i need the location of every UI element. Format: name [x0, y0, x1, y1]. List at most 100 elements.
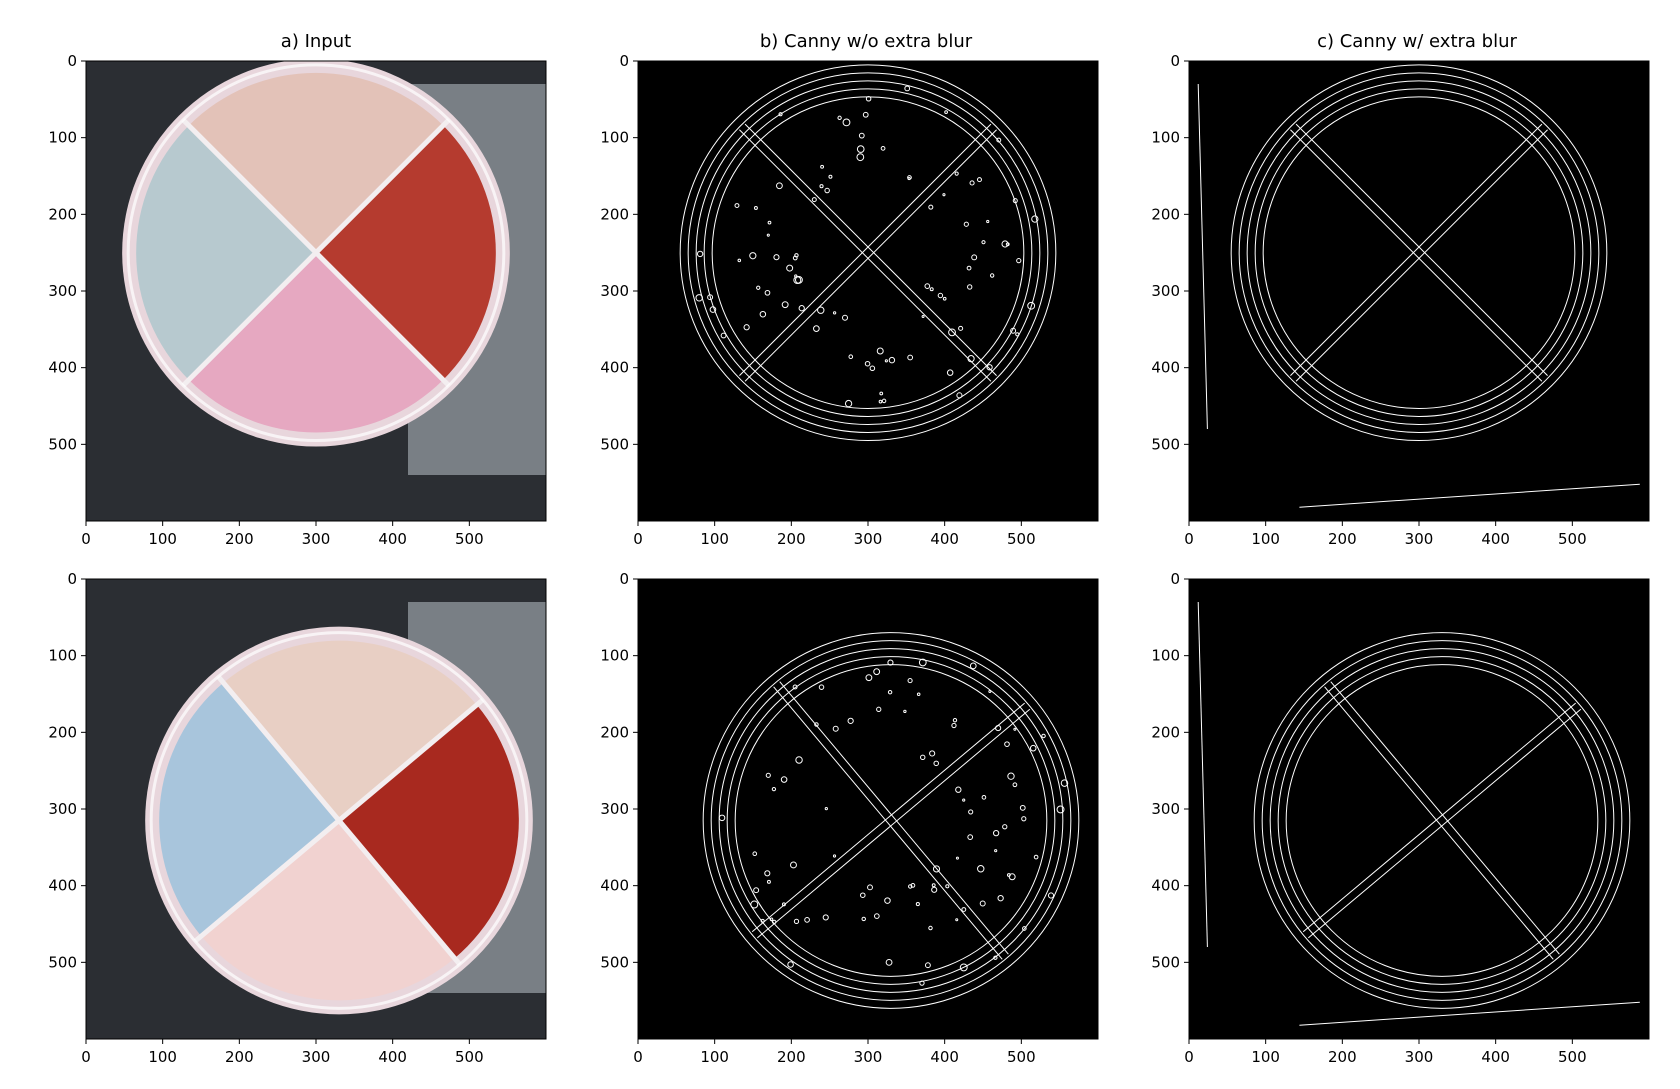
edge-noise [1013, 727, 1017, 731]
edge-noise [942, 193, 946, 197]
edge-noise [1027, 301, 1036, 310]
edge-noise [1012, 782, 1018, 788]
edge-noise [1001, 240, 1009, 248]
edge-noise [861, 916, 866, 922]
x-tick-label: 100 [1251, 1048, 1280, 1066]
edge-noise [971, 254, 978, 261]
image-input-top [86, 61, 546, 521]
edge-noise [928, 925, 933, 931]
edge-divider [744, 123, 997, 376]
edge-noise [790, 861, 797, 869]
y-tick-label: 300 [48, 800, 77, 818]
plate-quadrant-cream [223, 640, 477, 821]
y-tick-label: 100 [48, 647, 77, 665]
y-tick-label: 400 [1151, 877, 1180, 895]
edge-noise [847, 717, 854, 724]
edge-noise [945, 884, 950, 889]
x-tick-label: 200 [777, 1048, 806, 1066]
edge-noise [979, 900, 986, 907]
plate-quadrant-pink [188, 252, 444, 433]
edge-noise [948, 328, 956, 337]
edge-noise [1021, 816, 1027, 822]
edge-noise [780, 776, 788, 783]
edge-noise [1015, 332, 1020, 337]
y-tick-label: 100 [1151, 129, 1180, 147]
x-tick-label: 200 [225, 530, 254, 548]
edge-noise [966, 265, 972, 271]
y-tick-label: 0 [619, 52, 629, 70]
edge-ring [1253, 632, 1631, 1009]
edge-ring [1269, 648, 1615, 993]
edge-noise [841, 314, 849, 321]
edge-noise [920, 754, 926, 761]
edge-noise [776, 182, 783, 190]
edge-noise [986, 219, 990, 224]
edge-noise [918, 658, 927, 667]
plate-quadrant-light-blue [159, 682, 339, 937]
edge-noise [832, 725, 839, 732]
edge-divider [739, 129, 992, 382]
edge-ring [718, 648, 1064, 993]
x-tick-label: 0 [81, 1048, 91, 1066]
y-tick-label: 200 [1151, 205, 1180, 223]
edge-noise [876, 706, 882, 712]
edge-noise [931, 886, 938, 893]
y-tick-label: 300 [1151, 282, 1180, 300]
edge-divider [1290, 129, 1543, 382]
x-tick-label: 100 [700, 530, 729, 548]
edge-noise [929, 287, 934, 292]
title-canny-blur: c) Canny w/ extra blur [1317, 31, 1517, 52]
edge-noise [765, 772, 771, 778]
edge-noise [942, 296, 947, 301]
y-tick-label: 500 [48, 435, 77, 453]
x-tick-label: 300 [854, 1048, 883, 1066]
edge-ring [1277, 656, 1607, 985]
edge-noise [919, 980, 925, 986]
edge-background [638, 579, 1098, 1039]
edge-divider [773, 686, 1003, 960]
edge-noise [707, 294, 714, 301]
edge-noise [955, 786, 962, 793]
y-tick-label: 200 [48, 205, 77, 223]
edge-noise [908, 884, 913, 889]
edge-noise [1056, 805, 1065, 814]
edge-noise [963, 221, 969, 227]
y-tick-label: 400 [48, 877, 77, 895]
x-tick-label: 0 [81, 530, 91, 548]
x-tick-label: 500 [1558, 1048, 1587, 1066]
edge-background [1189, 579, 1649, 1039]
title-canny-no-blur: b) Canny w/o extra blur [759, 31, 973, 52]
edge-noise [828, 174, 833, 179]
edge-noise [795, 756, 803, 764]
edge-noise [907, 354, 914, 361]
plate-quadrant-light-blue-green [136, 125, 316, 380]
edge-noise [976, 177, 982, 183]
edge-noise [811, 197, 817, 203]
edge-noise [1060, 779, 1069, 787]
edge-noise [824, 807, 828, 811]
x-tick-label: 500 [1558, 530, 1587, 548]
edge-noise [986, 364, 993, 371]
y-tick-label: 400 [600, 877, 629, 895]
edge-noise [832, 311, 837, 315]
edge-ring [702, 632, 1080, 1009]
y-tick-label: 500 [1151, 435, 1180, 453]
edge-noise [778, 112, 783, 117]
x-tick-label: 100 [148, 1048, 177, 1066]
edge-noise [997, 895, 1004, 902]
edge-noise [1022, 926, 1027, 931]
edge-noise [915, 902, 920, 907]
y-tick-label: 0 [67, 570, 77, 588]
y-tick-label: 300 [48, 282, 77, 300]
plate-edge [149, 631, 529, 1010]
edge-noise [981, 795, 987, 800]
plate-quadrant-dark-red [339, 704, 519, 959]
x-tick-label: 300 [302, 1048, 331, 1066]
edge-noise [773, 254, 780, 261]
edge-noise [867, 884, 873, 891]
edge-noise [958, 325, 964, 331]
edge-noise [910, 883, 916, 888]
edge-noise [878, 399, 883, 404]
edge-noise [904, 85, 911, 92]
